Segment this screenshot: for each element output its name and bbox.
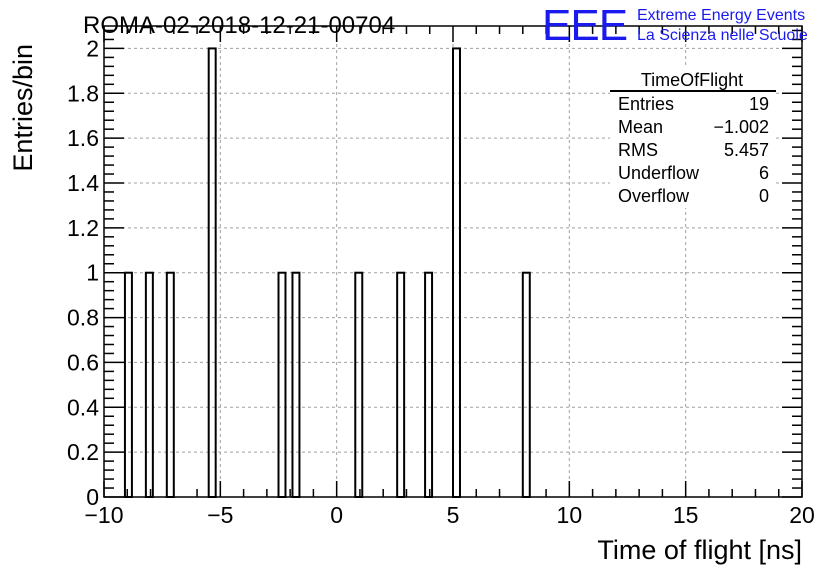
y-axis-label: Entries/bin	[8, 44, 38, 172]
stats-row-value: −1.002	[713, 117, 769, 137]
stats-rows: Entries 19 Mean −1.002 RMS 5.457 Underflow 6 Ove…	[618, 94, 769, 206]
y-tick-label: 1.4	[67, 170, 99, 196]
histogram-bar	[144, 271, 154, 499]
stats-row-label: RMS	[618, 140, 658, 160]
y-tick-label: 1.2	[67, 215, 99, 241]
stats-row-value: 19	[749, 94, 769, 114]
histogram-bar	[277, 271, 287, 499]
text-layer: ROMA-02-2018-12-21-00704 Time of flight …	[8, 1, 808, 565]
histogram-bar	[291, 271, 301, 499]
x-tick-label: 20	[789, 502, 815, 528]
y-tick-label: 1.8	[67, 80, 99, 106]
stats-box-title: TimeOfFlight	[641, 70, 743, 90]
histogram-bar	[354, 271, 364, 499]
stats-row-label: Mean	[618, 117, 663, 137]
stats-row-label: Overflow	[618, 186, 690, 206]
stats-row-value: 5.457	[724, 140, 769, 160]
y-tick-label: 0	[86, 484, 99, 510]
x-tick-label: −10	[84, 502, 123, 528]
histogram-bar	[396, 271, 406, 499]
stats-row-value: 6	[759, 163, 769, 183]
y-tick-label: 2	[86, 35, 99, 61]
y-tick-label: 0.8	[67, 305, 99, 331]
axes-layer: −10 −5 0 5 10 15 20 0 0.2 0.4 0.6 0.8 1 1.2 1.4 1.6 1.8 2	[67, 25, 815, 528]
histogram-bar	[521, 271, 531, 499]
eee-logo: EEE	[542, 1, 627, 50]
y-tick-label: 0.6	[67, 349, 99, 375]
stats-row-value: 0	[759, 186, 769, 206]
x-tick-label: 0	[330, 502, 343, 528]
x-axis-label: Time of flight [ns]	[597, 535, 802, 565]
stats-row-label: Entries	[618, 94, 674, 114]
histogram-bar	[424, 271, 434, 499]
y-tick-label: 0.4	[67, 394, 99, 420]
y-tick-label: 0.2	[67, 439, 99, 465]
x-tick-label: 5	[447, 502, 460, 528]
stats-box: TimeOfFlight Entries 19 Mean −1.002 RMS 5.457…	[610, 68, 776, 208]
chart-title: ROMA-02-2018-12-21-00704	[83, 12, 395, 39]
histogram-bar	[123, 271, 133, 499]
logo-line-1: Extreme Energy Events	[637, 7, 805, 24]
histogram-bar	[165, 271, 175, 499]
y-tick-label: 1.6	[67, 125, 99, 151]
stats-row-label: Underflow	[618, 163, 700, 183]
y-tick-label: 1	[86, 260, 99, 286]
x-tick-label: 15	[673, 502, 699, 528]
logo-line-2: La Scienza nelle Scuole	[637, 27, 808, 44]
x-tick-label: −5	[207, 502, 233, 528]
x-tick-label: 10	[557, 502, 583, 528]
